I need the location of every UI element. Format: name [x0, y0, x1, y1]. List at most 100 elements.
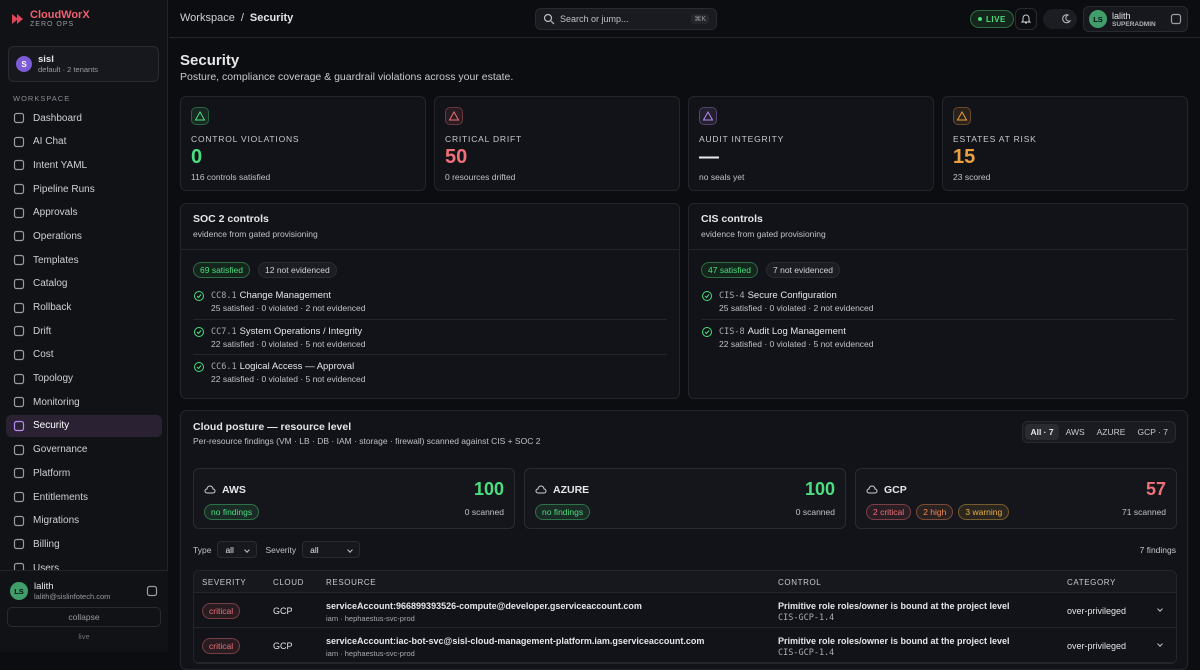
nav-item[interactable]: Cost — [6, 344, 162, 366]
control-id: CIS-GCP-1.4 — [778, 648, 835, 658]
resource: serviceAccount:966899393526-compute@deve… — [326, 601, 642, 611]
nav-label: Pipeline Runs — [33, 183, 95, 195]
cloud-card: GCP 57 2 critical 2 high 3 warning 71 scanned — [855, 468, 1177, 529]
icon — [13, 326, 25, 337]
theme-toggle[interactable] — [1043, 9, 1077, 29]
icon — [13, 420, 25, 432]
control-detail: 22 satisfied · 0 violated · 5 not eviden… — [211, 374, 366, 384]
control-code: CIS-4 — [719, 291, 745, 301]
control-row: CC8.1 Change Management 25 satisfied · 0 v… — [193, 284, 667, 320]
nav-item[interactable]: Topology — [6, 368, 162, 390]
card-header: SOC 2 controls evidence from gated provis… — [181, 204, 679, 250]
expand-chevron[interactable] — [1157, 641, 1163, 647]
control-text: CIS-8 Audit Log Management 22 satisfied · … — [719, 326, 874, 350]
nav-item[interactable]: Migrations — [6, 510, 162, 532]
table-row[interactable]: critical GCP serviceAccount:966899393526-c… — [194, 593, 1176, 628]
nav-label: Templates — [33, 254, 79, 266]
control-code: CIS-8 — [719, 326, 745, 337]
control-detail: 22 satisfied · 0 violated · 5 not eviden… — [211, 338, 366, 349]
cloud-scanned: 71 scanned — [1122, 507, 1166, 517]
stat-label: CRITICAL DRIFT — [445, 134, 522, 144]
nav-item[interactable]: Monitoring — [6, 391, 162, 413]
search[interactable]: Search or jump... ⌘K — [535, 8, 717, 30]
user-role: SUPERADMIN — [1112, 20, 1156, 28]
table-row[interactable]: critical GCP serviceAccount:iac-bot-svc@si… — [194, 628, 1176, 663]
icon — [13, 278, 25, 289]
control-title: CIS-4 Secure Configuration — [719, 290, 874, 301]
cloud-tab[interactable]: All · 7 — [1025, 424, 1059, 440]
notifications[interactable] — [1015, 8, 1037, 30]
control-row: CIS-8 Audit Log Management 22 satisfied · … — [701, 320, 1175, 356]
filter-select[interactable]: all — [302, 541, 361, 558]
filter-value: all — [310, 544, 319, 555]
nav-item[interactable]: Entitlements — [6, 486, 162, 508]
stat-label: CONTROL VIOLATIONS — [191, 134, 300, 144]
nav-item[interactable]: Catalog — [6, 273, 162, 295]
stat-icon — [699, 107, 717, 125]
nav-item[interactable]: Pipeline Runs — [6, 178, 162, 200]
user-menu[interactable]: LS lalith SUPERADMIN — [1083, 6, 1188, 32]
stat-icon — [445, 107, 463, 125]
cloud-cell: GCP — [273, 641, 293, 651]
shortcut: ⌘K — [691, 14, 709, 24]
icon — [13, 183, 25, 195]
cloud-scanned: 0 scanned — [795, 507, 835, 517]
badge-row: 69 satisfied 12 not evidenced — [181, 250, 679, 284]
cloud-score: 100 — [804, 479, 835, 499]
stat-value: 0 — [191, 146, 203, 168]
filter-row: Type all Severity all — [193, 541, 362, 558]
control-text: CC7.1 System Operations / Integrity 22 sat… — [211, 326, 366, 349]
nav-item[interactable]: Dashboard — [6, 107, 162, 129]
category: over-privileged — [1067, 606, 1127, 616]
cloud-tab[interactable]: AZURE — [1096, 427, 1126, 437]
category: over-privileged — [1067, 641, 1127, 651]
framework-card: CIS controls evidence from gated provisio… — [688, 203, 1188, 399]
cloud-card: AWS 100 no findings 0 scanned — [193, 468, 515, 529]
nav-item[interactable]: Intent YAML — [6, 154, 162, 176]
filter-select[interactable]: all — [217, 541, 258, 558]
cloud-tab[interactable]: GCP · 7 — [1137, 427, 1168, 437]
column-header: RESOURCE — [326, 578, 377, 587]
cloud-cell: GCP — [273, 606, 293, 616]
nav-item[interactable]: Platform — [6, 462, 162, 484]
nav-item[interactable]: Governance — [6, 439, 162, 461]
finding-tag: 2 critical — [866, 504, 912, 520]
nav-label: Topology — [33, 373, 74, 385]
nav-item[interactable]: Drift — [6, 320, 162, 342]
expand-chevron[interactable] — [1157, 606, 1163, 612]
icon — [1170, 13, 1182, 25]
icon — [13, 444, 25, 455]
cloud-tab[interactable]: AWS — [1065, 427, 1085, 437]
nav-item[interactable]: Templates — [6, 249, 162, 271]
control-title: CC8.1 Change Management — [211, 290, 366, 301]
findings-count: 7 findings — [1139, 545, 1176, 555]
nav-label: Users — [33, 562, 60, 574]
finding-tag: no findings — [535, 504, 591, 520]
nav-item[interactable]: Billing — [6, 533, 162, 555]
cloud-scanned: 0 scanned — [464, 507, 504, 517]
control-code: CC8.1 — [211, 291, 237, 301]
nav-label: Operations — [33, 230, 82, 242]
icon — [13, 349, 25, 360]
nav-item[interactable]: Rollback — [6, 297, 162, 319]
control-title: CIS-8 Audit Log Management — [719, 326, 874, 337]
breadcrumb: Workspace / Security — [180, 12, 293, 24]
nav-label: Catalog — [33, 278, 68, 290]
nav-item[interactable]: Approvals — [6, 202, 162, 224]
nav-item[interactable]: Operations — [6, 225, 162, 247]
user-avatar: LS — [1089, 10, 1107, 28]
icon — [1062, 14, 1072, 24]
filter-value: all — [225, 544, 234, 555]
nav-item[interactable]: Security — [6, 414, 162, 437]
nav-label: Migrations — [33, 515, 80, 527]
control: Primitive role roles/owner is bound at t… — [778, 601, 1010, 611]
breadcrumb-item: / — [240, 12, 244, 24]
nav-item[interactable]: AI Chat — [6, 131, 162, 153]
finding-tag: 3 warning — [958, 504, 1010, 520]
control-text: CC6.1 Logical Access — Approval 22 satisfi… — [211, 361, 366, 385]
control-id: CIS-GCP-1.4 — [778, 613, 835, 623]
nav-label: AI Chat — [33, 136, 67, 148]
control-text: CC8.1 Change Management 25 satisfied · 0 v… — [211, 290, 366, 313]
collapse-button[interactable]: collapse — [7, 607, 161, 627]
